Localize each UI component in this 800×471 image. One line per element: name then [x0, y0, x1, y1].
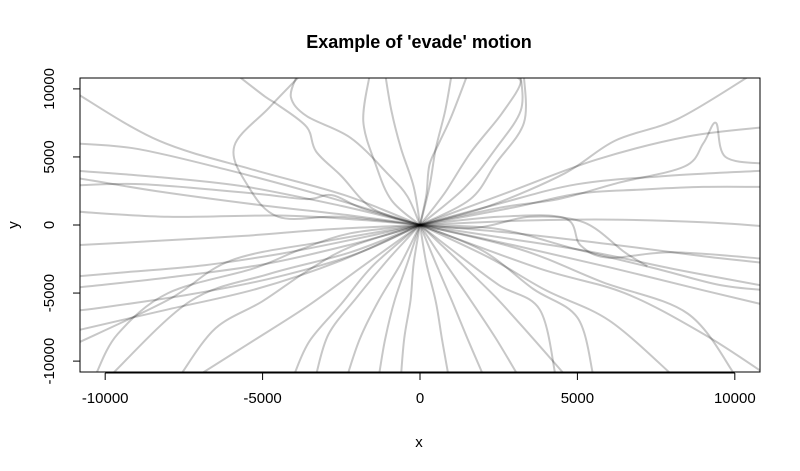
motion-track-4	[80, 94, 421, 226]
y-tick-label: -10000	[41, 338, 58, 385]
motion-track-36	[419, 169, 760, 226]
x-tick-label: -10000	[82, 390, 129, 407]
motion-track-23	[419, 224, 518, 372]
motion-track-6	[80, 210, 421, 226]
motion-track-20	[400, 224, 421, 372]
y-tick-label: 10000	[41, 68, 58, 110]
motion-track-19	[378, 224, 421, 372]
motion-track-49	[419, 78, 468, 226]
x-tick-label: 0	[416, 390, 424, 407]
motion-track-17	[315, 224, 421, 372]
x-tick-label: 5000	[561, 390, 594, 407]
motion-track-18	[347, 224, 421, 372]
motion-track-16	[181, 224, 421, 372]
motion-track-44	[384, 78, 421, 226]
motion-track-3	[80, 142, 421, 226]
motion-track-5	[80, 182, 421, 226]
motion-track-31	[419, 224, 760, 264]
motion-track-21	[419, 224, 449, 372]
motion-track-35	[419, 185, 760, 226]
motion-track-27	[419, 224, 671, 372]
motion-track-29	[419, 224, 760, 305]
motion-track-11	[80, 224, 421, 331]
motion-track-37	[419, 126, 760, 226]
motion-track-14	[294, 224, 421, 372]
motion-track-1	[80, 177, 421, 226]
motion-track-30	[419, 224, 760, 287]
y-tick-label: 5000	[41, 140, 58, 173]
tracks	[80, 78, 760, 372]
motion-track-7	[80, 224, 421, 247]
y-axis-label: y	[5, 221, 22, 229]
motion-track-26	[419, 224, 594, 372]
motion-track-28	[419, 224, 735, 372]
motion-track-51	[419, 224, 760, 291]
y-axis: -10000 -5000 0 5000 10000	[41, 68, 81, 385]
motion-track-33	[419, 214, 760, 260]
motion-track-13	[112, 224, 421, 372]
motion-track-42	[419, 78, 453, 226]
x-axis-label: x	[415, 434, 423, 451]
chart-title: Example of 'evade' motion	[306, 32, 532, 52]
motion-track-39	[419, 78, 749, 226]
motion-track-48	[289, 78, 421, 226]
motion-track-32	[419, 215, 648, 267]
motion-track-10	[80, 224, 421, 312]
motion-track-34	[419, 218, 760, 227]
motion-track-24	[419, 224, 564, 372]
y-tick-label: 0	[41, 221, 58, 229]
motion-track-38	[419, 121, 760, 226]
motion-track-8	[80, 224, 421, 278]
motion-track-50	[95, 224, 421, 372]
x-tick-label: 10000	[714, 390, 756, 407]
motion-track-47	[232, 78, 421, 226]
x-tick-label: -5000	[243, 390, 281, 407]
motion-track-22	[419, 224, 483, 372]
motion-track-41	[419, 78, 524, 226]
motion-track-40	[419, 78, 522, 226]
motion-track-15	[80, 224, 421, 343]
motion-track-45	[362, 78, 421, 226]
motion-track-43	[419, 78, 527, 226]
motion-track-25	[419, 224, 556, 372]
x-axis: -10000 -5000 0 5000 10000	[82, 372, 756, 407]
motion-track-12	[201, 224, 421, 372]
motion-track-2	[80, 170, 421, 226]
motion-track-46	[239, 78, 421, 226]
y-tick-label: -5000	[41, 274, 58, 312]
motion-track-9	[80, 224, 421, 289]
motion-track-52	[419, 224, 760, 372]
